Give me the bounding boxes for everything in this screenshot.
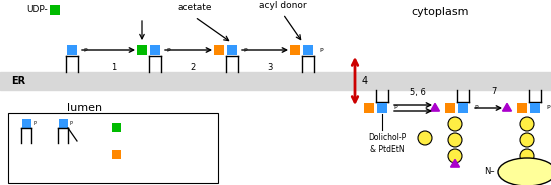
Text: lumen: lumen xyxy=(67,103,102,113)
Text: 5, 6: 5, 6 xyxy=(409,88,425,97)
Text: P: P xyxy=(83,48,87,53)
Text: cytoplasm: cytoplasm xyxy=(411,7,469,17)
Bar xyxy=(364,103,374,113)
Polygon shape xyxy=(166,147,176,155)
Bar xyxy=(8,113,218,183)
Bar xyxy=(67,45,77,55)
Polygon shape xyxy=(522,159,532,167)
Circle shape xyxy=(165,121,177,133)
Bar xyxy=(530,103,540,113)
Text: P: P xyxy=(319,48,323,53)
Bar xyxy=(303,45,313,55)
Bar xyxy=(50,5,60,15)
Text: P: P xyxy=(33,121,36,126)
Polygon shape xyxy=(430,103,440,111)
Circle shape xyxy=(448,117,462,131)
Bar xyxy=(227,45,237,55)
Text: 7: 7 xyxy=(491,88,496,97)
Text: P: P xyxy=(70,121,73,126)
Text: acetate: acetate xyxy=(178,4,212,13)
Text: N–: N– xyxy=(484,167,495,176)
Text: 1: 1 xyxy=(111,63,116,71)
Bar xyxy=(445,103,455,113)
Ellipse shape xyxy=(498,158,551,185)
Circle shape xyxy=(448,133,462,147)
Bar xyxy=(214,45,224,55)
Text: EtNP: EtNP xyxy=(180,149,198,159)
Text: Dolichol-P: Dolichol-P xyxy=(368,134,406,142)
Circle shape xyxy=(520,117,534,131)
Bar xyxy=(377,103,387,113)
Text: protein: protein xyxy=(512,167,542,176)
Text: P: P xyxy=(393,105,397,110)
Bar xyxy=(111,149,121,159)
Circle shape xyxy=(520,149,534,163)
Text: ER: ER xyxy=(11,76,25,86)
Bar xyxy=(0,72,551,90)
Text: Acyl-PI: Acyl-PI xyxy=(53,144,79,154)
Circle shape xyxy=(520,133,534,147)
Bar xyxy=(137,45,147,55)
Text: 2: 2 xyxy=(191,63,196,71)
Text: GlcN: GlcN xyxy=(124,149,142,159)
Text: & PtdEtN: & PtdEtN xyxy=(370,145,404,154)
Bar xyxy=(58,119,68,127)
Bar xyxy=(111,122,121,132)
Text: acyl donor: acyl donor xyxy=(259,1,307,9)
Bar xyxy=(21,119,30,127)
Polygon shape xyxy=(503,103,511,111)
Text: GlcNAc: GlcNAc xyxy=(124,122,152,132)
Bar xyxy=(150,45,160,55)
Text: Man: Man xyxy=(180,122,196,132)
Text: UDP-: UDP- xyxy=(26,6,48,14)
Text: 3: 3 xyxy=(267,63,273,71)
Text: 4: 4 xyxy=(362,76,368,86)
Text: P: P xyxy=(243,48,247,53)
Text: P: P xyxy=(166,48,170,53)
Circle shape xyxy=(418,131,432,145)
Text: P: P xyxy=(474,105,478,110)
Bar xyxy=(517,103,527,113)
Bar xyxy=(290,45,300,55)
Polygon shape xyxy=(451,159,460,167)
Bar xyxy=(458,103,468,113)
Text: P: P xyxy=(546,105,550,110)
Circle shape xyxy=(448,149,462,163)
Text: PI: PI xyxy=(23,144,29,154)
